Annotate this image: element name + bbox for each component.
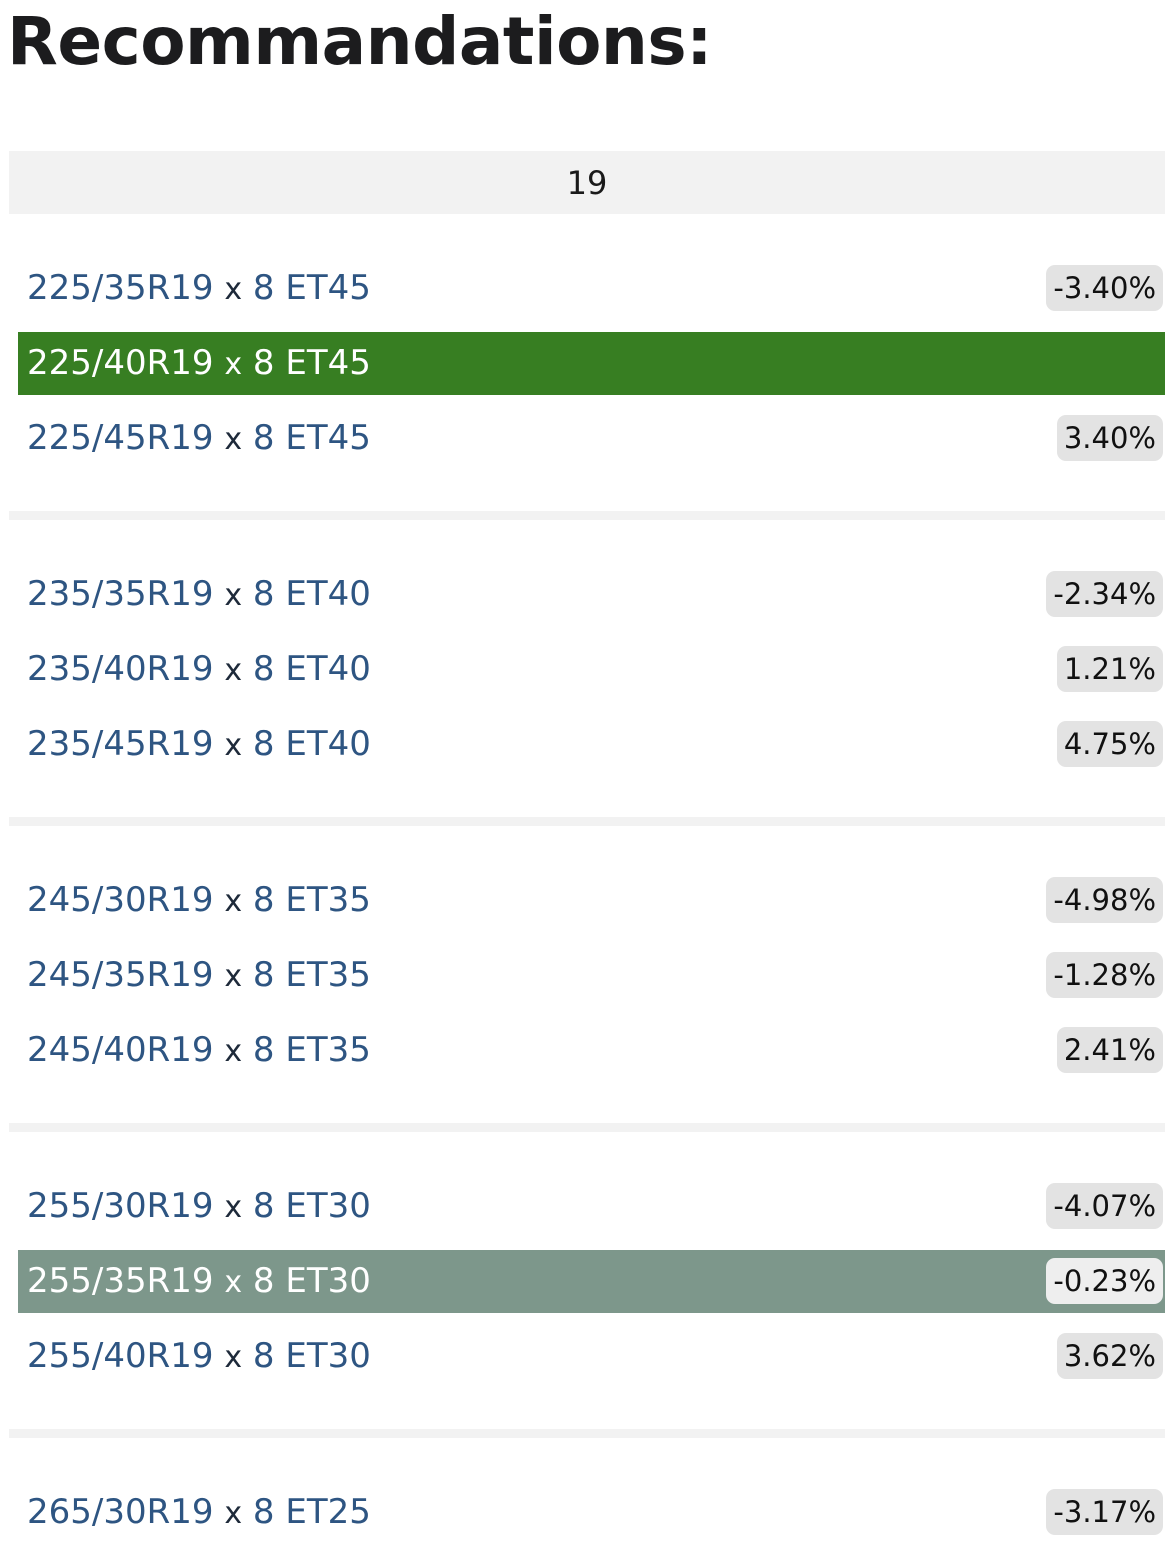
- recommendation-row[interactable]: 245/35R19 x 8 ET35 -1.28%: [18, 944, 1165, 1007]
- rim-spec: 8 ET40: [252, 724, 371, 764]
- diameter-difference-badge: 3.40%: [1056, 415, 1163, 461]
- tire-size-link[interactable]: 255/35R19 x 8 ET30: [27, 1261, 371, 1301]
- multiply-sign: x: [224, 422, 243, 457]
- rim-spec: 8 ET30: [252, 1261, 371, 1301]
- multiply-sign: x: [224, 1190, 243, 1225]
- tire-size: 245/35R19: [27, 955, 214, 995]
- rim-spec: 8 ET30: [252, 1336, 371, 1376]
- recommendation-row[interactable]: 235/45R19 x 8 ET40 4.75%: [18, 713, 1165, 776]
- diameter-difference-badge: -0.23%: [1046, 1258, 1163, 1304]
- diameter-difference-badge: -2.34%: [1046, 571, 1163, 617]
- tire-size: 225/40R19: [27, 343, 214, 383]
- recommendation-row[interactable]: 245/40R19 x 8 ET35 2.41%: [18, 1019, 1165, 1082]
- tire-size: 235/35R19: [27, 574, 214, 614]
- diameter-difference-badge: 2.41%: [1056, 1027, 1163, 1073]
- multiply-sign: x: [224, 728, 243, 763]
- multiply-sign: x: [224, 1496, 243, 1531]
- recommendation-row[interactable]: 225/35R19 x 8 ET45 -3.40%: [18, 257, 1165, 320]
- diameter-difference-badge: -4.07%: [1046, 1183, 1163, 1229]
- tire-size-link[interactable]: 235/45R19 x 8 ET40: [27, 724, 371, 764]
- tire-size-link[interactable]: 245/35R19 x 8 ET35: [27, 955, 371, 995]
- multiply-sign: x: [224, 1034, 243, 1069]
- diameter-difference-badge: 4.75%: [1056, 721, 1163, 767]
- rim-spec: 8 ET30: [252, 1186, 371, 1226]
- tire-size-link[interactable]: 235/40R19 x 8 ET40: [27, 649, 371, 689]
- tire-size: 245/30R19: [27, 880, 214, 920]
- group-separator: [9, 511, 1165, 520]
- tire-size-link[interactable]: 255/40R19 x 8 ET30: [27, 1336, 371, 1376]
- recommendation-row[interactable]: 245/30R19 x 8 ET35 -4.98%: [18, 869, 1165, 932]
- multiply-sign: x: [224, 884, 243, 919]
- multiply-sign: x: [224, 959, 243, 994]
- multiply-sign: x: [224, 272, 243, 307]
- tire-size-link[interactable]: 225/35R19 x 8 ET45: [27, 268, 371, 308]
- tire-size: 235/40R19: [27, 649, 214, 689]
- tire-size: 245/40R19: [27, 1030, 214, 1070]
- recommendation-row[interactable]: 255/40R19 x 8 ET30 3.62%: [18, 1325, 1165, 1388]
- group-separator: [9, 1123, 1165, 1132]
- tire-size-link[interactable]: 265/30R19 x 8 ET25: [27, 1492, 371, 1532]
- page-title: Recommandations:: [7, 3, 713, 80]
- recommendation-row[interactable]: 235/40R19 x 8 ET40 1.21%: [18, 638, 1165, 701]
- multiply-sign: x: [224, 653, 243, 688]
- multiply-sign: x: [224, 1265, 243, 1300]
- multiply-sign: x: [224, 347, 243, 382]
- tire-size-link[interactable]: 255/30R19 x 8 ET30: [27, 1186, 371, 1226]
- tire-size-link[interactable]: 235/35R19 x 8 ET40: [27, 574, 371, 614]
- rim-spec: 8 ET45: [252, 418, 371, 458]
- rim-spec: 8 ET35: [252, 955, 371, 995]
- diameter-difference-badge: -4.98%: [1046, 877, 1163, 923]
- tire-size-link[interactable]: 225/45R19 x 8 ET45: [27, 418, 371, 458]
- diameter-difference-badge: -3.17%: [1046, 1489, 1163, 1535]
- recommendation-row[interactable]: 255/30R19 x 8 ET30 -4.07%: [18, 1175, 1165, 1238]
- tire-size: 225/45R19: [27, 418, 214, 458]
- group-separator: [9, 1429, 1165, 1438]
- tire-size: 255/30R19: [27, 1186, 214, 1226]
- rim-spec: 8 ET40: [252, 574, 371, 614]
- group-separator: [9, 817, 1165, 826]
- rim-spec: 8 ET40: [252, 649, 371, 689]
- tire-size-link[interactable]: 245/40R19 x 8 ET35: [27, 1030, 371, 1070]
- diameter-difference-badge: 1.21%: [1056, 646, 1163, 692]
- rim-spec: 8 ET35: [252, 880, 371, 920]
- rim-diameter-header: 19: [9, 151, 1165, 214]
- rim-spec: 8 ET45: [252, 268, 371, 308]
- multiply-sign: x: [224, 578, 243, 613]
- tire-size: 265/30R19: [27, 1492, 214, 1532]
- rim-spec: 8 ET45: [252, 343, 371, 383]
- rim-spec: 8 ET25: [252, 1492, 371, 1532]
- rim-spec: 8 ET35: [252, 1030, 371, 1070]
- tire-size: 235/45R19: [27, 724, 214, 764]
- recommendation-row[interactable]: 255/35R19 x 8 ET30 -0.23%: [18, 1249, 1165, 1313]
- recommendation-row[interactable]: 235/35R19 x 8 ET40 -2.34%: [18, 563, 1165, 626]
- multiply-sign: x: [224, 1340, 243, 1375]
- diameter-difference-badge: 3.62%: [1056, 1333, 1163, 1379]
- tire-size-link[interactable]: 245/30R19 x 8 ET35: [27, 880, 371, 920]
- tire-size: 225/35R19: [27, 268, 214, 308]
- tire-size-link[interactable]: 225/40R19 x 8 ET45: [27, 343, 371, 383]
- diameter-difference-badge: -1.28%: [1046, 952, 1163, 998]
- diameter-difference-badge: -3.40%: [1046, 265, 1163, 311]
- tire-size: 255/35R19: [27, 1261, 214, 1301]
- recommendation-row[interactable]: 225/40R19 x 8 ET45: [18, 331, 1165, 395]
- recommendation-row[interactable]: 265/30R19 x 8 ET25 -3.17%: [18, 1481, 1165, 1544]
- tire-size: 255/40R19: [27, 1336, 214, 1376]
- recommendation-row[interactable]: 225/45R19 x 8 ET45 3.40%: [18, 407, 1165, 470]
